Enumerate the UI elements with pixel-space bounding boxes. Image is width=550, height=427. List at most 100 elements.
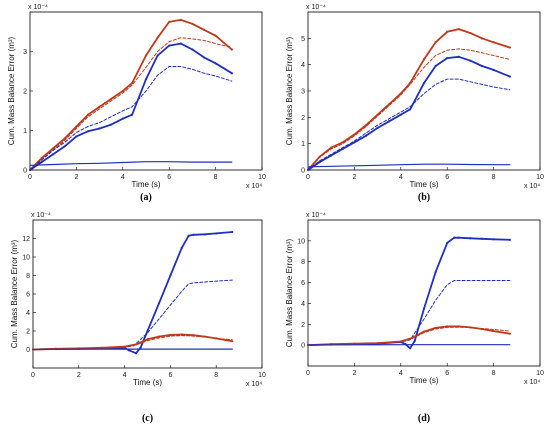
- series-line-3: [29, 42, 233, 171]
- plot-frame: [307, 219, 541, 367]
- series-line-4: [307, 78, 511, 171]
- data-point: [457, 236, 460, 239]
- data-point: [480, 37, 484, 40]
- panel-label: (a): [140, 192, 152, 203]
- x-axis-label: Time (s): [133, 378, 162, 387]
- data-point: [75, 125, 78, 128]
- x-multiplier: x 10⁴: [524, 379, 540, 386]
- y-tick-label: 2: [301, 322, 305, 329]
- data-point: [130, 82, 134, 85]
- y-multiplier: x 10⁻⁴: [306, 212, 326, 219]
- plot-frame: [307, 11, 541, 171]
- data-point: [121, 117, 124, 120]
- x-tick-label: 4: [399, 370, 403, 377]
- y-axis-label: Cum. Mass Balance Error (m³): [285, 238, 294, 347]
- data-point: [399, 113, 402, 116]
- chart-panel-3: 0 2 4 6 8 10 0 2 4 6 8 10 12 x 10⁻⁴ x 10⁴ Time (s) Cum. …: [10, 212, 266, 424]
- series-line-2: [307, 48, 511, 171]
- data-point: [508, 46, 511, 49]
- y-tick-label: 1: [301, 141, 305, 148]
- data-point: [230, 48, 233, 51]
- y-multiplier: x 10⁻⁴: [306, 4, 326, 11]
- data-point: [434, 64, 437, 68]
- y-tick-label: 12: [22, 236, 30, 243]
- x-tick-label: 6: [167, 174, 171, 181]
- y-tick-label: 2: [26, 329, 30, 336]
- data-point: [179, 42, 182, 45]
- data-point: [121, 89, 124, 93]
- data-point: [434, 41, 437, 44]
- y-tick-label: 10: [22, 255, 30, 262]
- data-point: [492, 68, 495, 72]
- data-point: [446, 241, 449, 245]
- chart-panel-2: 0 2 4 6 8 10 0 1 2 3 4 5 x 10⁻⁴ x 10⁴ Time (s) Cum. Mas…: [285, 4, 544, 203]
- data-point: [480, 64, 484, 68]
- y-tick-label: 6: [301, 280, 305, 287]
- data-point: [168, 20, 171, 23]
- data-point: [157, 335, 161, 338]
- data-point: [480, 237, 484, 240]
- data-point: [422, 307, 426, 310]
- y-tick-label: 2: [301, 115, 305, 122]
- data-point: [128, 349, 131, 352]
- data-point: [469, 31, 472, 35]
- data-point: [469, 59, 472, 62]
- series-line-1: [307, 28, 511, 171]
- y-tick-label: 10: [297, 238, 305, 245]
- data-point: [98, 105, 101, 108]
- y-axis-label: Cum. Mass Balance Error (m³): [285, 36, 294, 145]
- data-point: [156, 54, 159, 57]
- y-tick-label: 5: [301, 36, 305, 43]
- data-point: [453, 236, 456, 239]
- data-point: [202, 56, 206, 59]
- data-point: [422, 82, 426, 85]
- x-tick-label: 2: [352, 174, 356, 181]
- y-tick-label: 0: [301, 343, 305, 350]
- y-multiplier: x 10⁻⁴: [28, 4, 48, 11]
- series-line-3: [307, 55, 511, 171]
- data-point: [179, 18, 182, 21]
- x-tick-label: 0: [306, 370, 310, 377]
- data-point: [364, 134, 368, 137]
- data-point: [408, 347, 412, 350]
- data-point: [168, 44, 171, 47]
- data-point: [492, 329, 495, 333]
- x-axis-label: Time (s): [131, 180, 160, 189]
- data-point: [169, 333, 172, 336]
- data-point: [146, 338, 149, 341]
- x-tick-label: 4: [121, 174, 125, 181]
- x-multiplier: x 10⁴: [524, 183, 540, 190]
- x-tick-label: 10: [536, 370, 544, 377]
- x-multiplier: x 10⁴: [246, 183, 262, 190]
- panel-label: (d): [418, 413, 430, 424]
- data-point: [202, 28, 206, 31]
- y-multiplier: x 10⁻⁴: [31, 212, 51, 219]
- x-tick-label: 10: [258, 372, 266, 379]
- x-tick-label: 6: [168, 372, 172, 379]
- data-point: [434, 271, 437, 274]
- y-tick-label: 3: [301, 89, 305, 96]
- data-point: [422, 330, 426, 333]
- x-axis-label: Time (s): [409, 180, 438, 189]
- x-multiplier: x 10⁴: [246, 381, 262, 388]
- data-point: [446, 56, 449, 60]
- data-point: [192, 233, 195, 236]
- data-point: [98, 127, 101, 130]
- data-point: [75, 135, 78, 138]
- x-tick-label: 10: [536, 174, 544, 181]
- data-point: [230, 72, 233, 75]
- data-point: [144, 54, 148, 57]
- data-point: [408, 108, 412, 111]
- y-tick-label: 4: [301, 301, 305, 308]
- data-point: [413, 339, 416, 343]
- data-point: [110, 123, 113, 126]
- data-point: [215, 232, 218, 235]
- series-line-4: [29, 66, 233, 171]
- x-tick-label: 6: [445, 174, 449, 181]
- data-point: [457, 55, 460, 58]
- data-point: [376, 126, 379, 129]
- data-point: [156, 36, 159, 39]
- y-tick-label: 1: [23, 128, 27, 135]
